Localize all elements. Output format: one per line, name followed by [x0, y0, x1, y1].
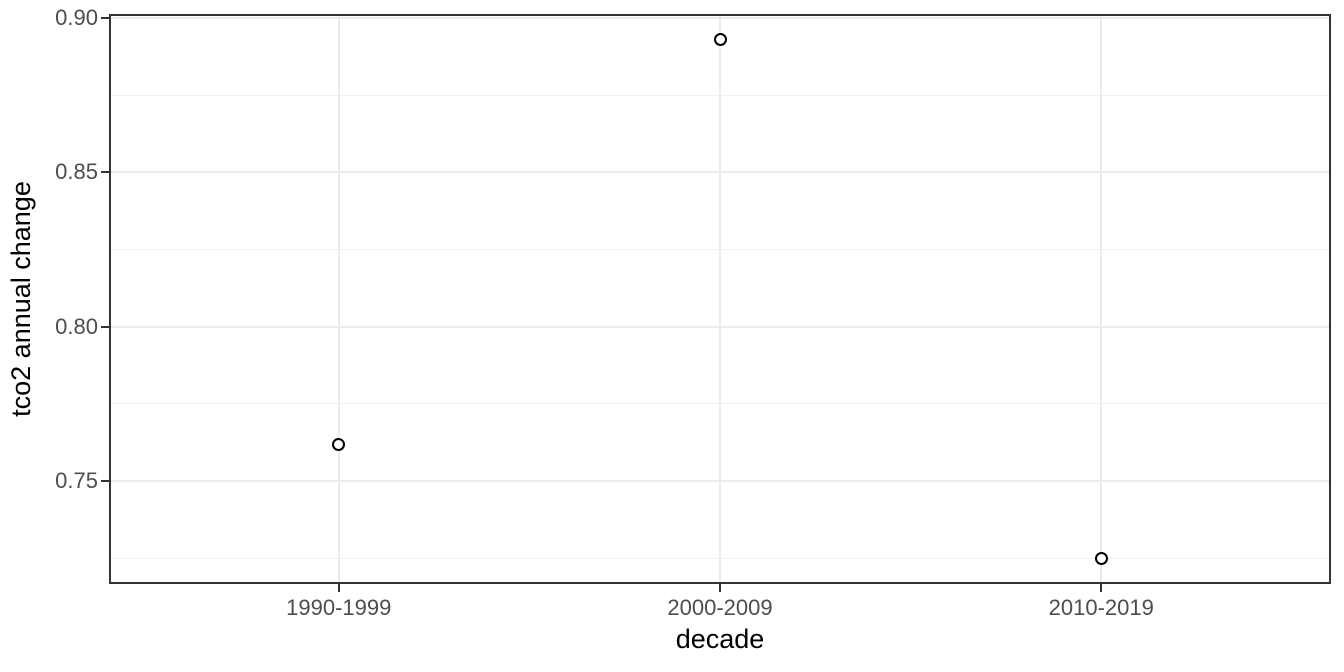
y-tick-label: 0.85: [55, 159, 98, 185]
y-tick-mark: [101, 480, 110, 483]
y-tick-mark: [101, 171, 110, 174]
data-point: [1094, 551, 1108, 565]
x-major-gridline: [337, 15, 340, 583]
y-tick-label: 0.90: [55, 5, 98, 31]
x-tick-mark: [337, 583, 340, 592]
data-point: [332, 437, 346, 451]
data-point: [713, 33, 727, 47]
x-tick-label: 1990-1999: [286, 595, 392, 620]
y-tick-mark: [101, 17, 110, 20]
x-axis-title: decade: [675, 624, 765, 654]
y-tick-label: 0.80: [55, 313, 98, 339]
x-tick-mark: [1100, 583, 1103, 592]
x-major-gridline: [719, 15, 721, 583]
x-tick-label: 2010-2019: [1048, 595, 1154, 620]
y-tick-mark: [101, 325, 110, 328]
x-major-gridline: [1100, 15, 1103, 583]
x-tick-mark: [719, 583, 721, 592]
y-tick-label: 0.75: [55, 468, 98, 494]
x-tick-label: 2000-2009: [667, 595, 773, 620]
y-axis-title: tco2 annual change: [6, 181, 36, 417]
